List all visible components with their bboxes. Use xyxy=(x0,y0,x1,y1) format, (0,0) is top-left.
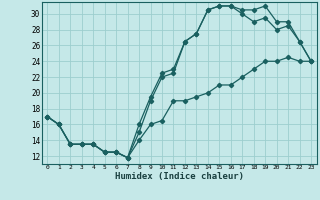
X-axis label: Humidex (Indice chaleur): Humidex (Indice chaleur) xyxy=(115,172,244,181)
